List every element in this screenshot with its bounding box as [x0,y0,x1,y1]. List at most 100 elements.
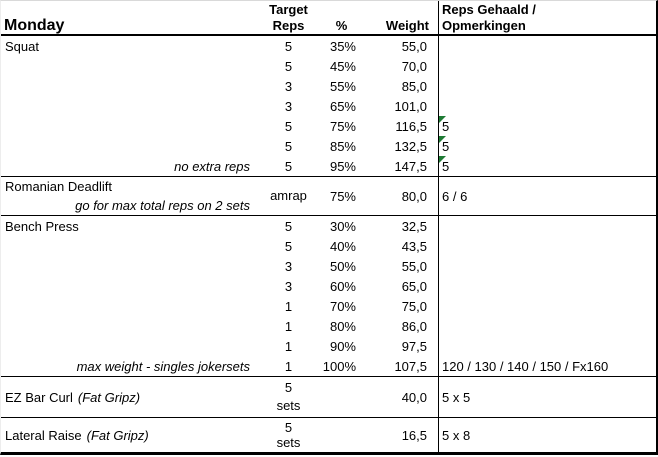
exercise-name-cell[interactable]: Squat [5,38,39,54]
exercise-name-cell[interactable]: Romanian Deadlift go for max total reps … [1,177,256,215]
exercise-name-cell[interactable]: Lateral Raise (Fat Gripz) [1,418,256,452]
exercise-name-cell[interactable] [1,76,256,96]
weight-cell[interactable]: 55,0 [401,38,427,54]
exercise-name-cell[interactable] [1,276,256,296]
exercise-name-cell[interactable] [1,316,256,336]
percent-cell[interactable]: 35% [329,38,356,54]
result-cell[interactable] [438,276,656,296]
result-cell[interactable] [438,216,656,236]
weight-cell[interactable]: 116,5 [395,118,427,134]
weight-cell[interactable]: 65,0 [401,278,427,294]
weight-cell[interactable]: 43,5 [401,238,427,254]
target-reps-cell[interactable]: 1 [284,298,293,314]
percent-cell[interactable]: 85% [329,138,356,154]
percent-cell[interactable]: 60% [329,278,356,294]
result-cell[interactable] [438,56,656,76]
exercise-name-cell[interactable] [1,56,256,76]
exercise-name-cell[interactable]: Bench Press [5,218,79,234]
result-cell[interactable] [438,236,656,256]
percent-cell[interactable]: 75% [329,118,356,134]
percent-cell[interactable] [321,377,362,417]
table-row: 3 50% 55,0 [1,256,656,276]
result-cell[interactable] [438,296,656,316]
exercise-note-cell[interactable]: max weight - singles jokersets [76,358,250,374]
weight-cell[interactable]: 107,5 [394,358,427,374]
exercise-name-cell[interactable] [1,96,256,116]
percent-cell[interactable]: 70% [329,298,356,314]
percent-cell[interactable]: 75% [329,188,356,204]
weight-cell[interactable]: 40,0 [401,389,427,405]
result-cell[interactable]: 5 [438,136,656,156]
target-reps-cell[interactable]: 5 [284,218,293,234]
target-reps-cell[interactable]: 3 [284,258,293,274]
exercise-name-cell[interactable] [1,296,256,316]
target-reps-cell[interactable]: 3 [284,78,293,94]
result-cell[interactable]: 120 / 130 / 140 / 150 / Fx160 [442,358,609,374]
percent-cell[interactable]: 65% [329,98,356,114]
percent-cell[interactable] [321,418,362,452]
target-reps-cell[interactable]: 5 [284,118,293,134]
percent-cell[interactable]: 90% [329,338,356,354]
result-cell[interactable]: 6 / 6 [442,188,468,204]
exercise-note-cell[interactable]: no extra reps [174,158,250,174]
percent-cell[interactable]: 40% [329,238,356,254]
weight-cell[interactable]: 132,5 [394,138,427,154]
target-reps-cell[interactable]: 5 sets [256,377,321,417]
exercise-name-cell[interactable] [1,116,256,136]
result-cell[interactable]: 5 x 5 [442,389,471,405]
table-row: Bench Press 5 30% 32,5 [1,215,656,236]
target-reps-cell[interactable]: 5 [284,58,293,74]
target-reps-cell[interactable]: 5 [284,238,293,254]
target-reps-cell[interactable]: 5 [284,38,293,54]
exercise-name-cell[interactable] [1,236,256,256]
target-reps-cell[interactable]: 1 [284,318,293,334]
weight-cell[interactable]: 55,0 [401,258,427,274]
exercise-name: Romanian Deadlift [5,179,112,194]
result-cell[interactable]: 5 [438,156,656,176]
exercise-name-suffix: (Fat Gripz) [86,427,149,443]
exercise-name-cell[interactable] [1,336,256,356]
weight-cell[interactable]: 16,5 [401,427,427,443]
target-reps-cell[interactable]: 3 [284,98,293,114]
percent-cell[interactable]: 30% [329,218,356,234]
weight-cell[interactable]: 97,5 [401,338,427,354]
result-cell[interactable]: 5 [438,116,656,136]
percent-cell[interactable]: 100% [322,358,356,374]
target-reps-cell[interactable]: 5 [284,138,293,154]
weight-cell[interactable]: 147,5 [394,158,427,174]
weight-cell[interactable]: 75,0 [401,298,427,314]
target-reps-cell[interactable]: 1 [284,338,293,354]
result-cell[interactable] [438,96,656,116]
weight-cell[interactable]: 101,0 [394,98,427,114]
weight-cell[interactable]: 85,0 [401,78,427,94]
weight-cell[interactable]: 32,5 [401,218,427,234]
target-reps-cell[interactable]: 3 [284,278,293,294]
target-reps-line2: Reps [272,18,305,33]
target-reps-cell[interactable]: 5 [284,158,293,174]
result-cell[interactable]: 5 x 8 [442,427,471,443]
table-row: 1 80% 86,0 [1,316,656,336]
weight-cell[interactable]: 70,0 [401,58,427,74]
percent-cell[interactable]: 80% [329,318,356,334]
exercise-name-cell[interactable] [1,136,256,156]
result-cell[interactable] [438,336,656,356]
sets-count: 5 [284,420,293,435]
target-reps-cell[interactable]: 1 [284,358,293,374]
percent-cell[interactable]: 45% [329,58,356,74]
column-header-percent: % [335,18,348,33]
cell-error-flag-icon [439,116,446,123]
target-reps-cell[interactable]: 5 sets [256,418,321,452]
percent-cell[interactable]: 55% [329,78,356,94]
weight-cell[interactable]: 80,0 [401,188,427,204]
weight-cell[interactable]: 86,0 [401,318,427,334]
target-reps-cell[interactable]: amrap [270,188,307,203]
result-cell[interactable] [438,76,656,96]
exercise-name-cell[interactable]: EZ Bar Curl (Fat Gripz) [1,377,256,417]
result-cell[interactable] [438,316,656,336]
percent-cell[interactable]: 50% [329,258,356,274]
result-cell[interactable] [438,256,656,276]
percent-cell[interactable]: 95% [329,158,356,174]
result-cell[interactable] [438,36,656,56]
exercise-name-cell[interactable] [1,256,256,276]
